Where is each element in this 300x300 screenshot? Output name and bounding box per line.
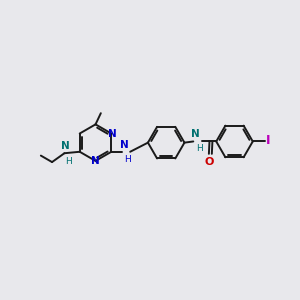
Text: N: N bbox=[91, 156, 100, 166]
Text: H: H bbox=[65, 158, 72, 166]
Text: N: N bbox=[61, 142, 70, 152]
Text: N: N bbox=[108, 128, 117, 139]
Text: O: O bbox=[204, 157, 214, 167]
Text: I: I bbox=[266, 134, 270, 147]
Text: N: N bbox=[191, 129, 200, 140]
Text: H: H bbox=[124, 155, 131, 164]
Text: N: N bbox=[120, 140, 129, 150]
Text: H: H bbox=[196, 144, 202, 153]
